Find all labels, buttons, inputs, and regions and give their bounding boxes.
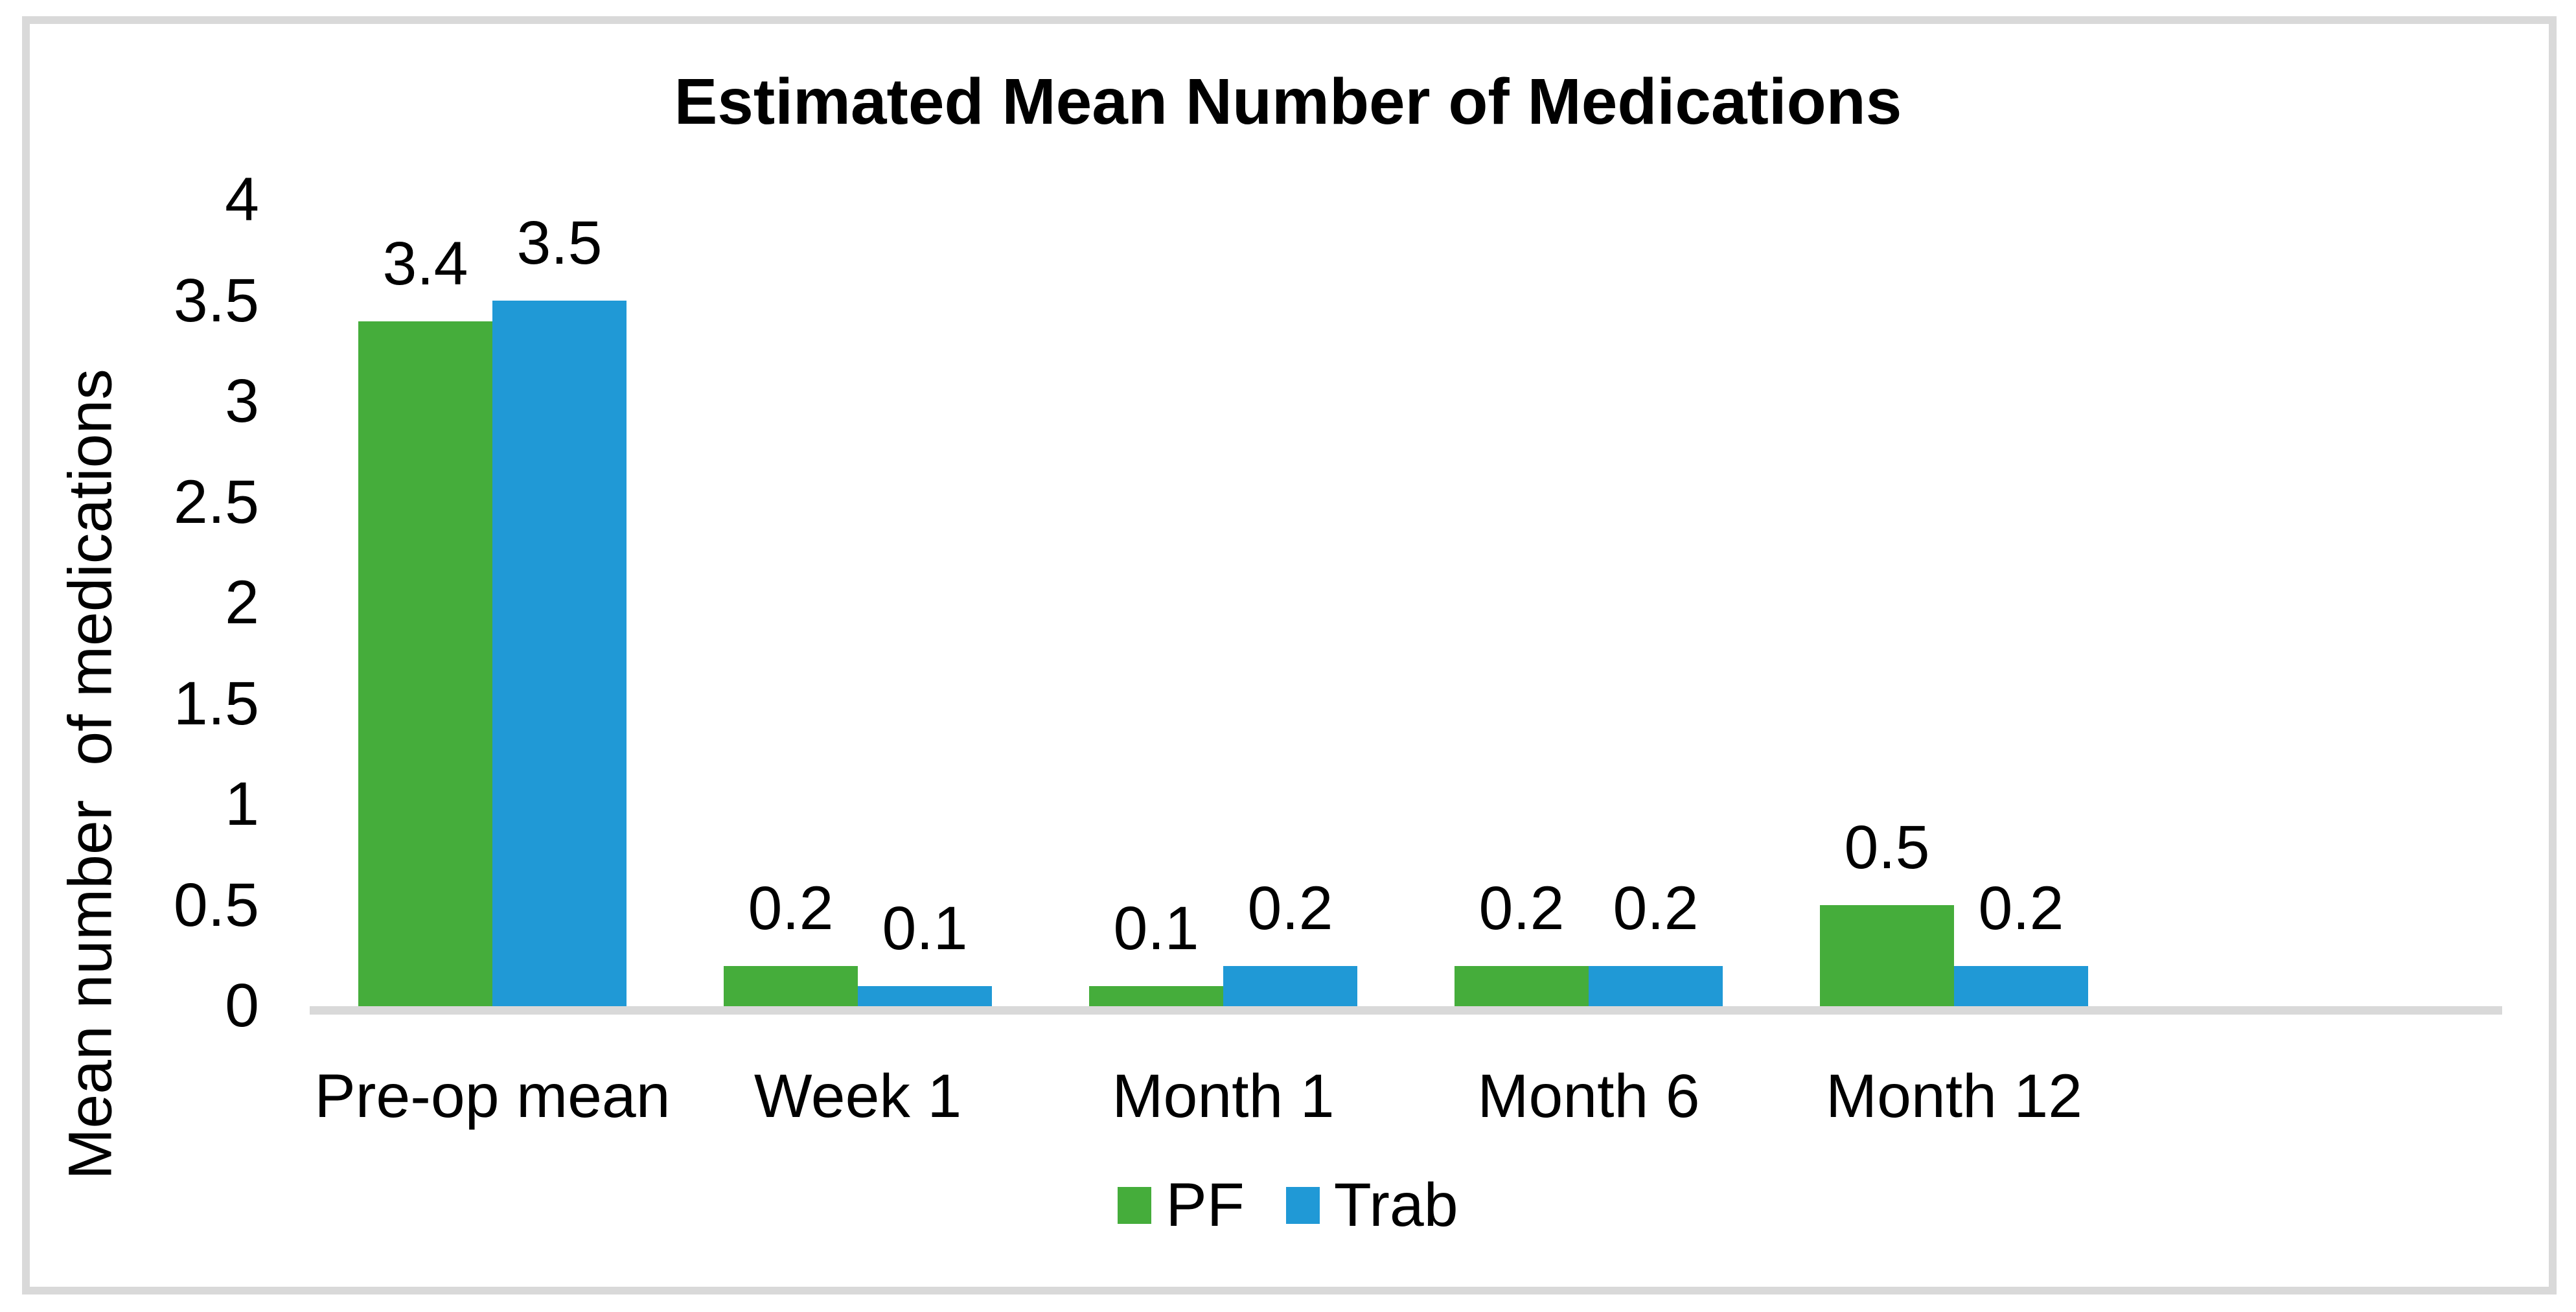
y-axis-tick-label: 2.5 [173,467,259,536]
bar-pf-pre-op-mean [358,321,492,1006]
x-axis-line [310,1006,2502,1015]
bar-trab-pre-op-mean [492,301,627,1006]
bar-pf-month-12 [1820,905,1954,1006]
legend-item-trab: Trab [1285,1171,1458,1239]
legend-item-pf: PF [1118,1171,1245,1239]
chart-border-frame [22,16,2557,1295]
data-label-trab-month-12: 0.2 [1978,874,2064,943]
data-label-pf-month-6: 0.2 [1478,874,1565,943]
bar-trab-week-1 [858,986,992,1006]
bar-trab-month-1 [1223,966,1357,1006]
y-axis-tick-label: 4 [225,165,259,234]
data-label-pf-pre-op-mean: 3.4 [382,229,468,298]
x-axis-category-label-pre-op-mean: Pre-op mean [314,1062,671,1131]
y-axis-tick-label: 1 [225,770,259,838]
data-label-pf-month-1: 0.1 [1113,894,1199,963]
bar-pf-month-1 [1089,986,1223,1006]
x-axis-category-label-month-6: Month 6 [1477,1062,1700,1131]
y-axis-tick-label: 0 [225,971,259,1040]
legend-label-trab: Trab [1333,1171,1458,1239]
legend-swatch-trab [1285,1187,1320,1224]
x-axis-category-label-month-1: Month 1 [1112,1062,1335,1131]
legend: PF Trab [0,1175,2576,1236]
chart-title: Estimated Mean Number of Medications [674,65,1902,138]
bar-trab-month-6 [1589,966,1723,1006]
bar-trab-month-12 [1954,966,2088,1006]
y-axis-tick-label: 3 [225,367,259,435]
data-label-trab-month-1: 0.2 [1247,874,1333,943]
y-axis-tick-label: 2 [225,568,259,637]
y-axis-tick-label: 3.5 [173,266,259,335]
data-label-pf-month-12: 0.5 [1844,813,1930,882]
bar-pf-week-1 [724,966,858,1006]
legend-swatch-pf [1118,1187,1152,1224]
x-axis-category-label-month-12: Month 12 [1825,1062,2083,1131]
bar-pf-month-6 [1455,966,1589,1006]
x-axis-category-label-week-1: Week 1 [753,1062,962,1131]
data-label-trab-month-6: 0.2 [1613,874,1699,943]
legend-label-pf: PF [1166,1171,1245,1239]
data-label-trab-pre-op-mean: 3.5 [516,209,603,277]
data-label-pf-week-1: 0.2 [748,874,834,943]
y-axis-tick-label: 1.5 [173,669,259,738]
data-label-trab-week-1: 0.1 [882,894,968,963]
y-axis-tick-label: 0.5 [173,870,259,939]
